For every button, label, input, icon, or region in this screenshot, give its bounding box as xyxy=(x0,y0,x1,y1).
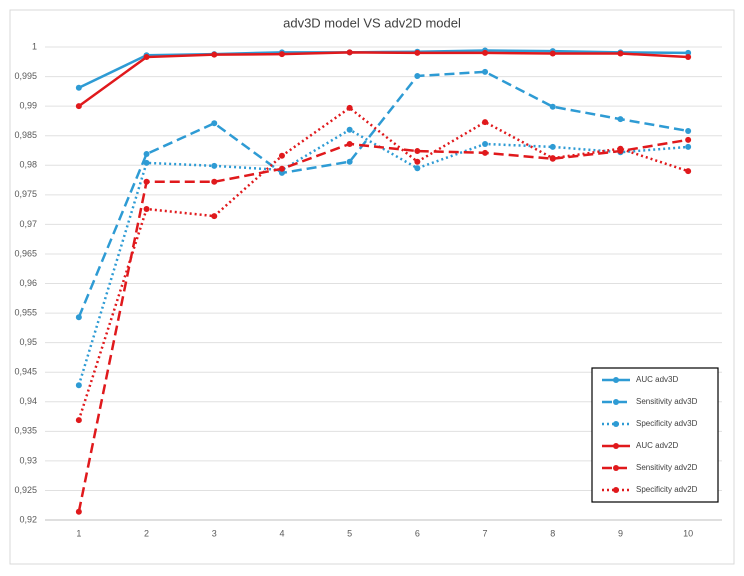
y-tick-label: 0,935 xyxy=(14,426,37,436)
point xyxy=(211,162,218,169)
legend-box xyxy=(591,367,719,503)
point xyxy=(685,49,692,56)
legend-marker xyxy=(613,399,619,405)
point xyxy=(414,165,421,172)
legend-label: Specificity adv2D xyxy=(636,485,698,494)
point xyxy=(211,51,218,58)
x-tick-label: 4 xyxy=(279,528,284,538)
point xyxy=(685,143,692,150)
point xyxy=(549,50,556,57)
legend-label: Sensitivity adv3D xyxy=(636,397,698,406)
point xyxy=(685,54,692,61)
y-tick-label: 1 xyxy=(32,41,37,51)
series-line xyxy=(77,70,689,318)
x-tick-label: 10 xyxy=(683,528,693,538)
point xyxy=(278,165,285,172)
y-tick-label: 0,975 xyxy=(14,189,37,199)
point xyxy=(414,148,421,155)
point xyxy=(211,178,218,185)
y-tick-label: 0,995 xyxy=(14,71,37,81)
point xyxy=(549,143,556,150)
legend-marker xyxy=(613,421,619,427)
point xyxy=(414,158,421,165)
y-tick-label: 0,95 xyxy=(19,337,37,347)
x-tick-label: 3 xyxy=(212,528,217,538)
series-line xyxy=(77,138,689,512)
legend-label: Sensitivity adv2D xyxy=(636,463,698,472)
x-tick-label: 5 xyxy=(347,528,352,538)
point xyxy=(143,54,150,61)
point xyxy=(143,159,150,166)
point xyxy=(685,127,692,134)
point xyxy=(482,149,489,156)
x-tick-label: 7 xyxy=(483,528,488,538)
point xyxy=(278,51,285,58)
y-tick-label: 0,93 xyxy=(19,455,37,465)
point xyxy=(414,72,421,79)
y-tick-label: 0,94 xyxy=(19,396,37,406)
point xyxy=(143,178,150,185)
y-tick-label: 0,965 xyxy=(14,248,37,258)
point xyxy=(482,49,489,56)
point xyxy=(75,103,82,110)
point xyxy=(278,152,285,159)
point xyxy=(75,508,82,515)
point xyxy=(482,119,489,126)
point xyxy=(685,136,692,143)
point xyxy=(75,382,82,389)
y-tick-label: 0,96 xyxy=(19,278,37,288)
point xyxy=(617,145,624,152)
legend-label: Specificity adv3D xyxy=(636,419,698,428)
point xyxy=(211,213,218,220)
point xyxy=(549,103,556,110)
y-tick-label: 0,99 xyxy=(19,101,37,111)
point xyxy=(617,116,624,123)
point xyxy=(414,49,421,56)
legend-label: AUC adv3D xyxy=(636,375,678,384)
point xyxy=(346,158,353,165)
x-tick-label: 2 xyxy=(144,528,149,538)
point xyxy=(346,49,353,56)
point xyxy=(346,126,353,133)
x-tick-label: 8 xyxy=(550,528,555,538)
point xyxy=(75,314,82,321)
y-tick-label: 0,98 xyxy=(19,160,37,170)
point xyxy=(346,104,353,111)
point xyxy=(346,140,353,147)
point xyxy=(211,120,218,127)
x-tick-label: 1 xyxy=(76,528,81,538)
point xyxy=(482,140,489,147)
y-tick-label: 0,97 xyxy=(19,219,37,229)
x-tick-label: 6 xyxy=(415,528,420,538)
y-tick-label: 0,955 xyxy=(14,307,37,317)
x-tick-label: 9 xyxy=(618,528,623,538)
point xyxy=(482,68,489,75)
series-line xyxy=(77,128,689,386)
point xyxy=(685,168,692,175)
legend-marker xyxy=(613,465,619,471)
legend-marker xyxy=(613,377,619,383)
legend-marker xyxy=(613,443,619,449)
point xyxy=(75,417,82,424)
legend-marker xyxy=(613,487,619,493)
point xyxy=(549,155,556,162)
series-line xyxy=(77,106,689,421)
y-tick-label: 0,92 xyxy=(19,514,37,524)
point xyxy=(143,151,150,158)
point xyxy=(143,206,150,213)
chart-title: adv3D model VS adv2D model xyxy=(283,15,461,30)
point xyxy=(617,50,624,57)
point xyxy=(75,84,82,91)
y-tick-label: 0,925 xyxy=(14,485,37,495)
series-line xyxy=(78,51,689,108)
legend-label: AUC adv2D xyxy=(636,441,678,450)
y-tick-label: 0,945 xyxy=(14,367,37,377)
y-tick-label: 0,985 xyxy=(14,130,37,140)
